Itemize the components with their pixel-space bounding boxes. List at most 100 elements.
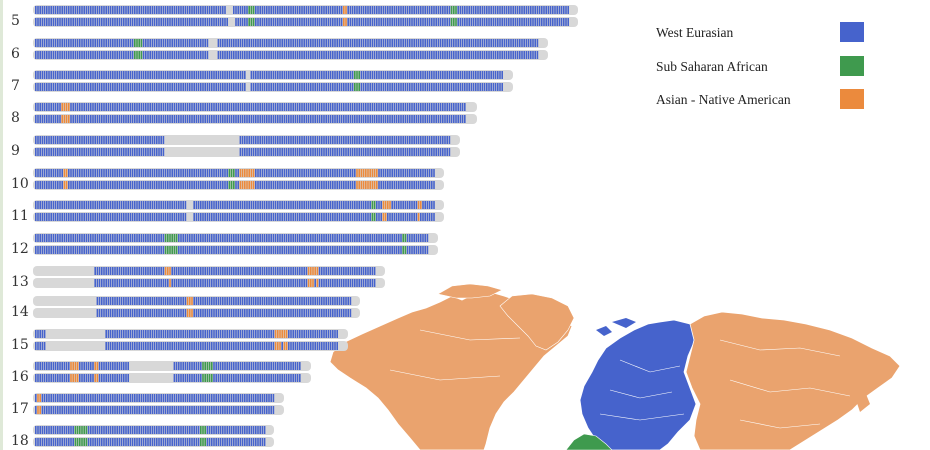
ancestry-segment	[305, 83, 308, 91]
ancestry-segment	[345, 297, 347, 305]
ancestry-segment	[338, 213, 341, 221]
ancestry-segment	[459, 18, 462, 26]
ancestry-segment	[299, 51, 301, 59]
ancestry-segment	[39, 394, 41, 402]
ancestry-segment	[288, 39, 290, 47]
ancestry-segment	[138, 330, 140, 338]
ancestry-segment	[202, 201, 204, 209]
ancestry-segment	[72, 51, 74, 59]
ancestry-segment	[37, 136, 39, 144]
ancestry-segment	[310, 267, 312, 275]
ancestry-segment	[228, 426, 231, 434]
ancestry-segment	[175, 169, 178, 177]
ancestry-segment	[200, 246, 202, 254]
ancestry-segment	[129, 330, 132, 338]
ancestry-segment	[85, 6, 88, 14]
ancestry-segment	[142, 426, 145, 434]
ancestry-segment	[105, 279, 107, 287]
ancestry-segment	[129, 6, 132, 14]
ancestry-segment	[167, 438, 169, 446]
ancestry-segment	[283, 39, 286, 47]
ancestry-segment	[123, 342, 125, 350]
ancestry-segment	[175, 71, 178, 79]
ancestry-segment	[114, 297, 116, 305]
ancestry-segment	[162, 18, 165, 26]
ancestry-segment	[316, 234, 319, 242]
ancestry-segment	[365, 103, 367, 111]
ancestry-segment	[351, 201, 354, 209]
ancestry-segment	[92, 246, 94, 254]
ancestry-segment	[389, 246, 391, 254]
ancestry-segment	[288, 213, 290, 221]
ancestry-segment	[169, 246, 171, 254]
ancestry-segment	[120, 297, 123, 305]
ancestry-segment	[263, 342, 266, 350]
ancestry-segment	[211, 267, 213, 275]
ancestry-segment	[105, 438, 107, 446]
ancestry-segment	[43, 246, 46, 254]
ancestry-segment	[347, 169, 349, 177]
ancestry-segment	[94, 115, 96, 123]
ancestry-segment	[336, 39, 338, 47]
ancestry-segment	[244, 394, 246, 402]
ancestry-segment	[184, 374, 187, 382]
ancestry-segment	[211, 374, 213, 382]
ancestry-segment	[98, 362, 101, 370]
ancestry-segment	[213, 6, 215, 14]
ancestry-segment	[72, 148, 74, 156]
ancestry-segment	[208, 181, 211, 189]
ancestry-segment	[268, 279, 270, 287]
ancestry-segment	[431, 103, 433, 111]
ancestry-segment	[327, 309, 330, 317]
ancestry-segment	[120, 115, 123, 123]
ancestry-segment	[547, 18, 550, 26]
ancestry-segment	[145, 71, 147, 79]
ancestry-segment	[74, 115, 77, 123]
ancestry-segment	[61, 136, 63, 144]
ancestry-segment	[202, 309, 204, 317]
ancestry-segment	[116, 181, 118, 189]
ancestry-segment	[310, 181, 312, 189]
ancestry-segment	[162, 297, 165, 305]
ancestry-segment	[206, 246, 209, 254]
ancestry-segment	[125, 169, 127, 177]
ancestry-segment	[59, 103, 61, 111]
ancestry-segment	[360, 279, 363, 287]
ancestry-segment	[268, 234, 270, 242]
ancestry-segment	[65, 234, 68, 242]
ancestry-segment	[59, 213, 61, 221]
ancestry-segment	[252, 279, 255, 287]
ancestry-segment	[235, 406, 237, 414]
ancestry-segment	[153, 279, 156, 287]
ancestry-segment	[257, 136, 259, 144]
ancestry-segment	[259, 51, 261, 59]
ancestry-segment	[94, 394, 96, 402]
ancestry-segment	[109, 169, 112, 177]
ancestry-segment	[310, 115, 312, 123]
ancestry-segment	[103, 71, 105, 79]
ancestry-segment	[50, 6, 52, 14]
ancestry-segment	[257, 201, 259, 209]
ancestry-segment	[263, 330, 266, 338]
ancestry-segment	[433, 213, 435, 221]
ancestry-segment	[96, 51, 99, 59]
ancestry-segment	[85, 362, 88, 370]
ancestry-segment	[351, 234, 354, 242]
ancestry-segment	[72, 103, 74, 111]
ancestry-segment	[340, 309, 343, 317]
ancestry-segment	[96, 181, 99, 189]
ancestry-segment	[200, 267, 202, 275]
ancestry-segment	[453, 71, 455, 79]
ancestry-segment	[417, 103, 420, 111]
ancestry-segment	[241, 213, 244, 221]
ancestry-segment	[336, 83, 338, 91]
ancestry-segment	[417, 18, 420, 26]
ancestry-segment	[237, 103, 239, 111]
ancestry-segment	[94, 267, 96, 275]
ancestry-segment	[255, 181, 257, 189]
ancestry-segment	[98, 246, 101, 254]
ancestry-segment	[182, 18, 184, 26]
ancestry-segment	[431, 181, 433, 189]
ancestry-segment	[81, 246, 83, 254]
ancestry-segment	[241, 136, 244, 144]
